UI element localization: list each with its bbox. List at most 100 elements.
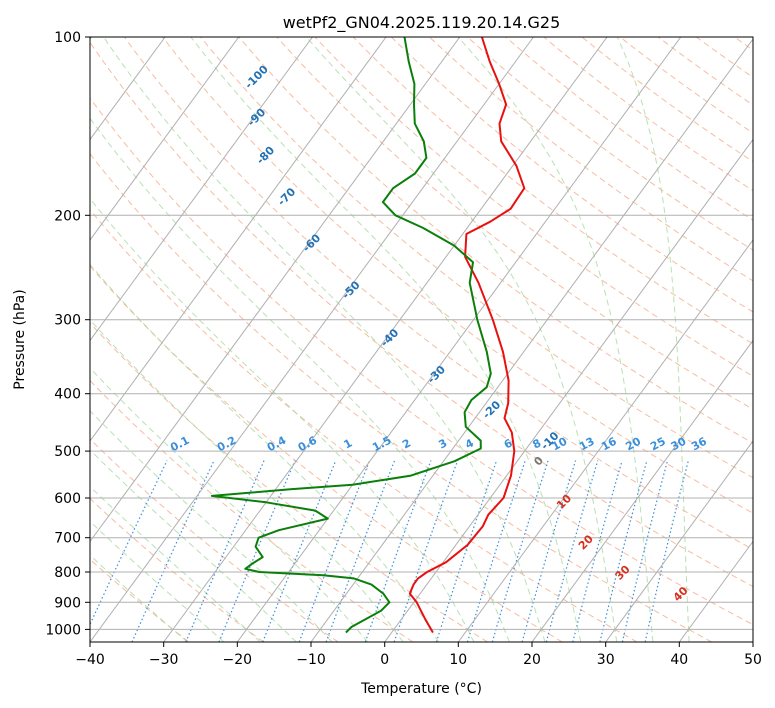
x-tick-label: −20 bbox=[223, 652, 253, 668]
moist-adiabat-label: 0 bbox=[531, 454, 546, 469]
isotherm-line bbox=[752, 641, 753, 642]
dry-adiabat-line bbox=[90, 153, 712, 642]
mixing-ratio-line bbox=[218, 460, 296, 642]
mixing-ratio-line bbox=[185, 460, 265, 642]
moist-adiabat-line bbox=[90, 117, 510, 642]
x-axis-label: Temperature (°C) bbox=[360, 681, 482, 697]
y-axis-label: Pressure (hPa) bbox=[12, 289, 28, 389]
moist-adiabat-line bbox=[90, 520, 225, 642]
x-tick-label: 40 bbox=[670, 652, 688, 668]
isotherm-line bbox=[90, 37, 166, 141]
plot-frame bbox=[89, 36, 754, 643]
moist-adiabat-line bbox=[90, 319, 404, 642]
mixing-ratio-line bbox=[131, 460, 215, 642]
mixing-ratio-label: 20 bbox=[623, 435, 643, 454]
series-lines bbox=[210, 37, 526, 634]
dry-adiabat-line bbox=[90, 558, 190, 642]
moist-adiabat-line bbox=[90, 449, 297, 642]
moist-adiabat-line bbox=[90, 410, 333, 642]
isotherm-line bbox=[236, 37, 682, 642]
moist-adiabat-line bbox=[90, 485, 261, 642]
x-tick-label: 30 bbox=[597, 652, 615, 668]
dry-adiabat-line bbox=[123, 37, 753, 550]
dry-adiabat-line bbox=[390, 37, 753, 313]
mixing-ratio-line bbox=[298, 460, 371, 642]
isotherm-line bbox=[605, 440, 753, 642]
annotation-labels: 0.1 0.2 0.4 0.6 1 1.5 2 3 4 6 8 10 13 16 20 25 30 36-100-… bbox=[168, 63, 709, 605]
mixing-ratio-label: 36 bbox=[689, 435, 709, 454]
moist-adiabat-line bbox=[90, 367, 369, 642]
isotherm-line bbox=[90, 37, 387, 442]
isotherm-line bbox=[678, 540, 753, 642]
x-tick-label: 0 bbox=[380, 652, 389, 668]
dry-adiabat-line bbox=[238, 37, 753, 444]
isotherm-line bbox=[384, 138, 753, 642]
mixing-ratio-line bbox=[599, 460, 648, 642]
mixing-ratio-line bbox=[491, 460, 549, 642]
x-tick-label: 10 bbox=[449, 652, 467, 668]
y-tick-label: 100 bbox=[54, 30, 81, 46]
mixing-ratio-line bbox=[393, 460, 459, 642]
mixing-ratio-label: 13 bbox=[577, 435, 597, 454]
x-tick-label: −40 bbox=[75, 652, 105, 668]
moist-adiabat-line bbox=[190, 37, 582, 642]
dry-adiabat-line bbox=[467, 37, 753, 251]
theta-label: -70 bbox=[275, 185, 298, 208]
y-tick-label: 1000 bbox=[45, 622, 81, 638]
moist-adiabat-label: 10 bbox=[554, 492, 574, 512]
y-tick-label: 300 bbox=[54, 313, 81, 329]
y-tick-label: 700 bbox=[54, 531, 81, 547]
mixing-ratio-label: 30 bbox=[669, 435, 689, 454]
temperature-line bbox=[408, 37, 526, 633]
dry-adiabat-line bbox=[657, 37, 753, 106]
dry-adiabat-line bbox=[162, 37, 753, 514]
y-tick-label: 800 bbox=[54, 565, 81, 581]
dry-adiabat-line bbox=[696, 37, 753, 78]
theta-label: -50 bbox=[339, 278, 362, 301]
x-axis-ticks: −40 −30 −20 −10 0 10 20 30 40 50 bbox=[75, 642, 762, 668]
mixing-ratio-line bbox=[545, 460, 599, 642]
mixing-ratio-line bbox=[521, 460, 577, 642]
theta-label: -100 bbox=[242, 63, 271, 92]
mixing-ratio-label: 25 bbox=[648, 435, 668, 454]
dry-adiabat-line bbox=[90, 322, 488, 642]
y-axis-ticks: 100 200 300 400 500 600 700 800 900 1000 bbox=[45, 30, 90, 638]
mixing-ratio-label: 4 bbox=[463, 436, 476, 451]
moist-adiabat-label: 40 bbox=[671, 584, 691, 604]
moist-adiabat-line bbox=[457, 37, 654, 642]
mixing-ratio-line bbox=[90, 460, 168, 626]
dewpoint-line bbox=[210, 37, 492, 634]
mixing-ratio-label: 10 bbox=[550, 435, 570, 454]
y-tick-label: 200 bbox=[54, 208, 81, 224]
theta-label: -20 bbox=[480, 398, 503, 421]
isotherm-line bbox=[531, 339, 753, 642]
dry-adiabat-line bbox=[429, 37, 753, 282]
moist-adiabat-label: 20 bbox=[576, 532, 596, 552]
isotherm-line bbox=[90, 37, 534, 642]
theta-label: -90 bbox=[245, 106, 268, 129]
moist-adiabat-line bbox=[90, 554, 188, 642]
x-tick-label: −30 bbox=[149, 652, 179, 668]
mixing-ratio-line bbox=[621, 460, 669, 642]
x-tick-label: −10 bbox=[296, 652, 326, 668]
mixing-ratio-line bbox=[262, 460, 337, 642]
mixing-ratio-line bbox=[572, 460, 623, 642]
moist-adiabat-line bbox=[103, 37, 546, 642]
dry-adiabat-line bbox=[90, 97, 753, 626]
dry-adiabat-line bbox=[90, 438, 339, 642]
y-tick-label: 600 bbox=[54, 491, 81, 507]
x-tick-label: 50 bbox=[744, 652, 762, 668]
dry-adiabat-line bbox=[276, 37, 753, 410]
moist-adiabat-line bbox=[305, 37, 618, 642]
dry-adiabat-line bbox=[543, 37, 753, 192]
dry-adiabat-line bbox=[619, 37, 753, 134]
dry-adiabat-line bbox=[90, 209, 638, 642]
y-tick-label: 500 bbox=[54, 444, 81, 460]
x-tick-label: 20 bbox=[523, 652, 541, 668]
isotherm-line bbox=[90, 37, 313, 342]
mixing-ratio-line bbox=[644, 460, 689, 642]
mixing-ratio-line bbox=[364, 460, 432, 642]
dry-adiabat-line bbox=[505, 37, 753, 221]
y-tick-label: 400 bbox=[54, 387, 81, 403]
